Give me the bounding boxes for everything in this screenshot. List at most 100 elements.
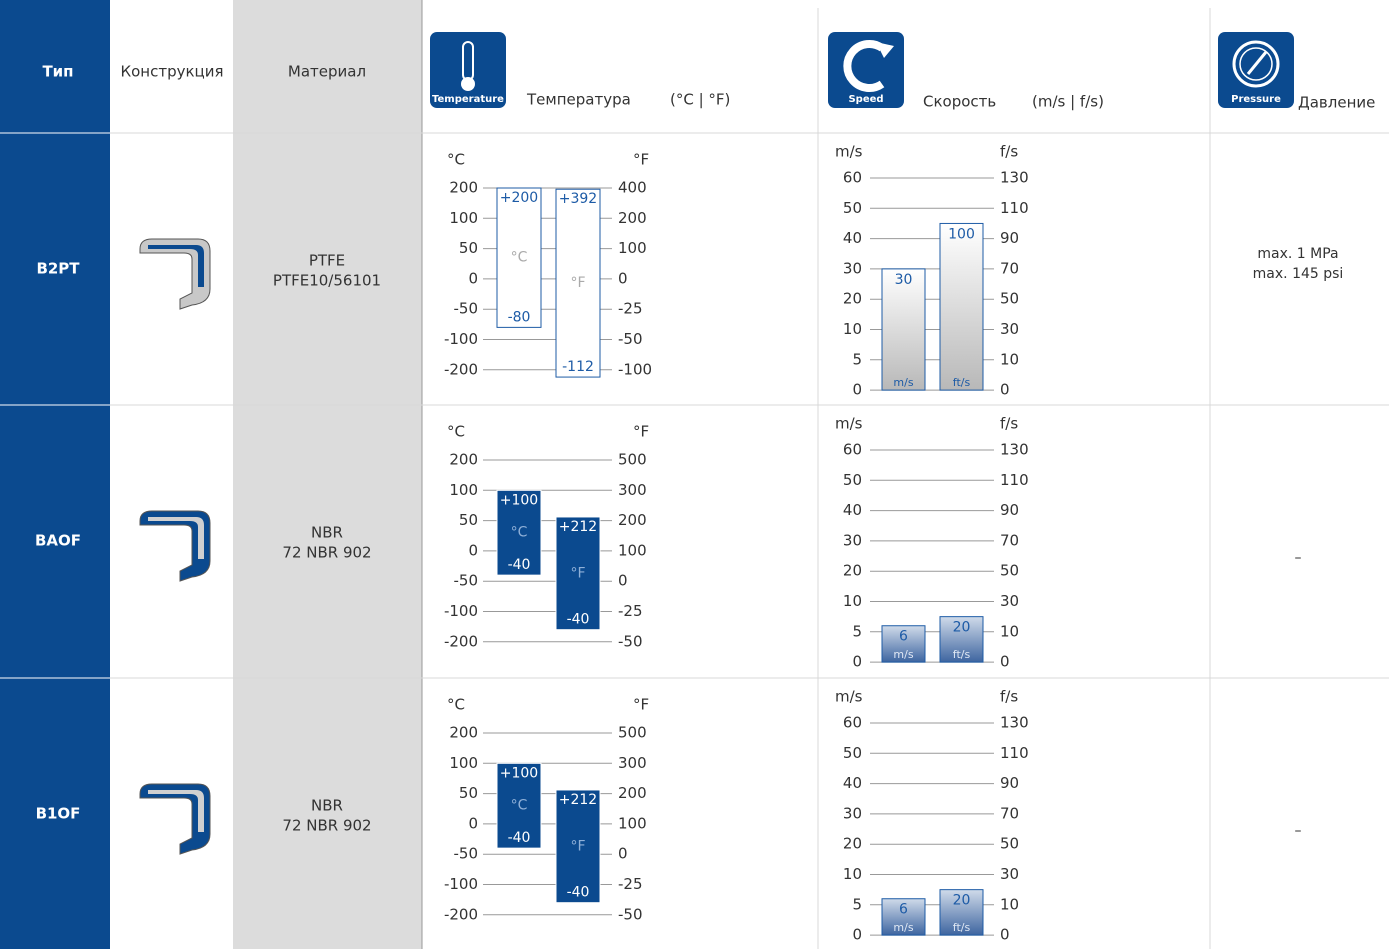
tick-label: 50 xyxy=(1000,835,1019,853)
range-bar xyxy=(555,789,601,904)
bar-value: 20 xyxy=(953,893,971,909)
temperature-icon: Temperature xyxy=(430,32,506,108)
tick-label: 0 xyxy=(468,269,478,287)
tick-label: 300 xyxy=(618,481,647,499)
tick-label: 0 xyxy=(468,814,478,832)
tick-label: -50 xyxy=(618,905,643,923)
tick-label: 0 xyxy=(1000,926,1010,944)
material-name: NBR xyxy=(311,797,343,815)
tick-label: 70 xyxy=(1000,259,1019,277)
tick-label: -50 xyxy=(618,632,643,650)
material-code: 72 NBR 902 xyxy=(282,817,371,835)
tick-label: 0 xyxy=(852,381,862,399)
bar-unit: ft/s xyxy=(953,648,971,661)
tick-label: 30 xyxy=(843,531,862,549)
tick-label: 60 xyxy=(843,714,862,732)
type: B2PT xyxy=(36,260,80,278)
tick-label: 10 xyxy=(843,592,862,610)
range-bar xyxy=(881,268,926,391)
seal-insert xyxy=(148,790,204,832)
tick-label: 0 xyxy=(468,541,478,559)
bar-min: -40 xyxy=(567,885,590,901)
tick-label: -25 xyxy=(618,875,643,893)
bar-max: +100 xyxy=(500,492,538,508)
bar-unit: °C xyxy=(511,525,528,541)
type-column xyxy=(0,0,110,949)
axis-unit: °C xyxy=(447,151,465,169)
axis-unit: °F xyxy=(633,151,649,169)
tick-label: -100 xyxy=(444,875,478,893)
tick-label: 100 xyxy=(618,814,647,832)
tick-label: 110 xyxy=(1000,471,1029,489)
range-bar xyxy=(939,222,984,391)
axis-unit: f/s xyxy=(1000,143,1018,161)
tick-label: 0 xyxy=(1000,653,1010,671)
range-bar xyxy=(881,625,926,663)
tick-label: 5 xyxy=(852,895,862,913)
range-bar xyxy=(939,616,984,663)
tick-label: -50 xyxy=(454,300,479,318)
tick-label: 0 xyxy=(852,926,862,944)
bar-unit: °C xyxy=(511,250,528,266)
tick-label: 30 xyxy=(1000,865,1019,883)
range-bar xyxy=(555,188,601,378)
bar-value: 6 xyxy=(899,629,908,645)
tick-label: 0 xyxy=(618,269,628,287)
header-construction: Конструкция xyxy=(120,63,223,81)
header-temperature-unit: (°C | °F) xyxy=(670,91,730,109)
axis-unit: f/s xyxy=(1000,688,1018,706)
tick-label: 500 xyxy=(618,451,647,469)
axis-unit: °C xyxy=(447,423,465,441)
seal-insert xyxy=(148,245,204,287)
tick-label: -100 xyxy=(444,602,478,620)
header-speed-unit: (m/s | f/s) xyxy=(1032,93,1104,111)
tick-label: 10 xyxy=(843,320,862,338)
tick-label: 50 xyxy=(1000,290,1019,308)
tick-label: 5 xyxy=(852,622,862,640)
material-name: NBR xyxy=(311,524,343,542)
tick-label: 100 xyxy=(449,209,478,227)
tick-label: 70 xyxy=(1000,804,1019,822)
range-bar xyxy=(881,898,926,936)
seal-profile xyxy=(139,783,211,855)
tick-label: 200 xyxy=(449,724,478,742)
tick-label: 130 xyxy=(1000,441,1029,459)
tick-label: 20 xyxy=(843,562,862,580)
header-type: Тип xyxy=(42,63,73,81)
bar-min: -40 xyxy=(567,612,590,628)
tick-label: 100 xyxy=(618,239,647,257)
header-pressure: Давление xyxy=(1298,94,1375,112)
tick-label: -25 xyxy=(618,602,643,620)
axis-unit: °C xyxy=(447,696,465,714)
range-bar xyxy=(496,187,542,328)
tick-label: -50 xyxy=(618,330,643,348)
speed-icon: Speed xyxy=(828,32,904,108)
tick-label: 40 xyxy=(843,229,862,247)
tick-label: 90 xyxy=(1000,501,1019,519)
tick-label: 30 xyxy=(1000,320,1019,338)
tick-label: 130 xyxy=(1000,169,1029,187)
tick-label: 10 xyxy=(843,865,862,883)
bar-min: -80 xyxy=(508,309,531,325)
material-column xyxy=(233,0,422,949)
axis-unit: °F xyxy=(633,423,649,441)
tick-label: 60 xyxy=(843,169,862,187)
icon-label: Speed xyxy=(848,94,883,105)
bar-min: -40 xyxy=(508,557,531,573)
bar-max: +212 xyxy=(559,519,597,535)
tick-label: 70 xyxy=(1000,531,1019,549)
tick-label: 100 xyxy=(618,541,647,559)
pressure-icon: Pressure xyxy=(1218,32,1294,108)
icon-label: Temperature xyxy=(432,94,504,105)
range-bar xyxy=(496,762,542,849)
bar-unit: m/s xyxy=(893,376,913,389)
bar-max: +100 xyxy=(500,765,538,781)
type: BAOF xyxy=(35,532,81,550)
header-speed: Скорость xyxy=(923,93,996,111)
tick-label: 50 xyxy=(459,239,478,257)
pressure: – xyxy=(1295,550,1302,566)
seal-profile xyxy=(139,238,211,310)
range-bar xyxy=(496,489,542,576)
bar-value: 6 xyxy=(899,902,908,918)
tick-label: 5 xyxy=(852,350,862,368)
